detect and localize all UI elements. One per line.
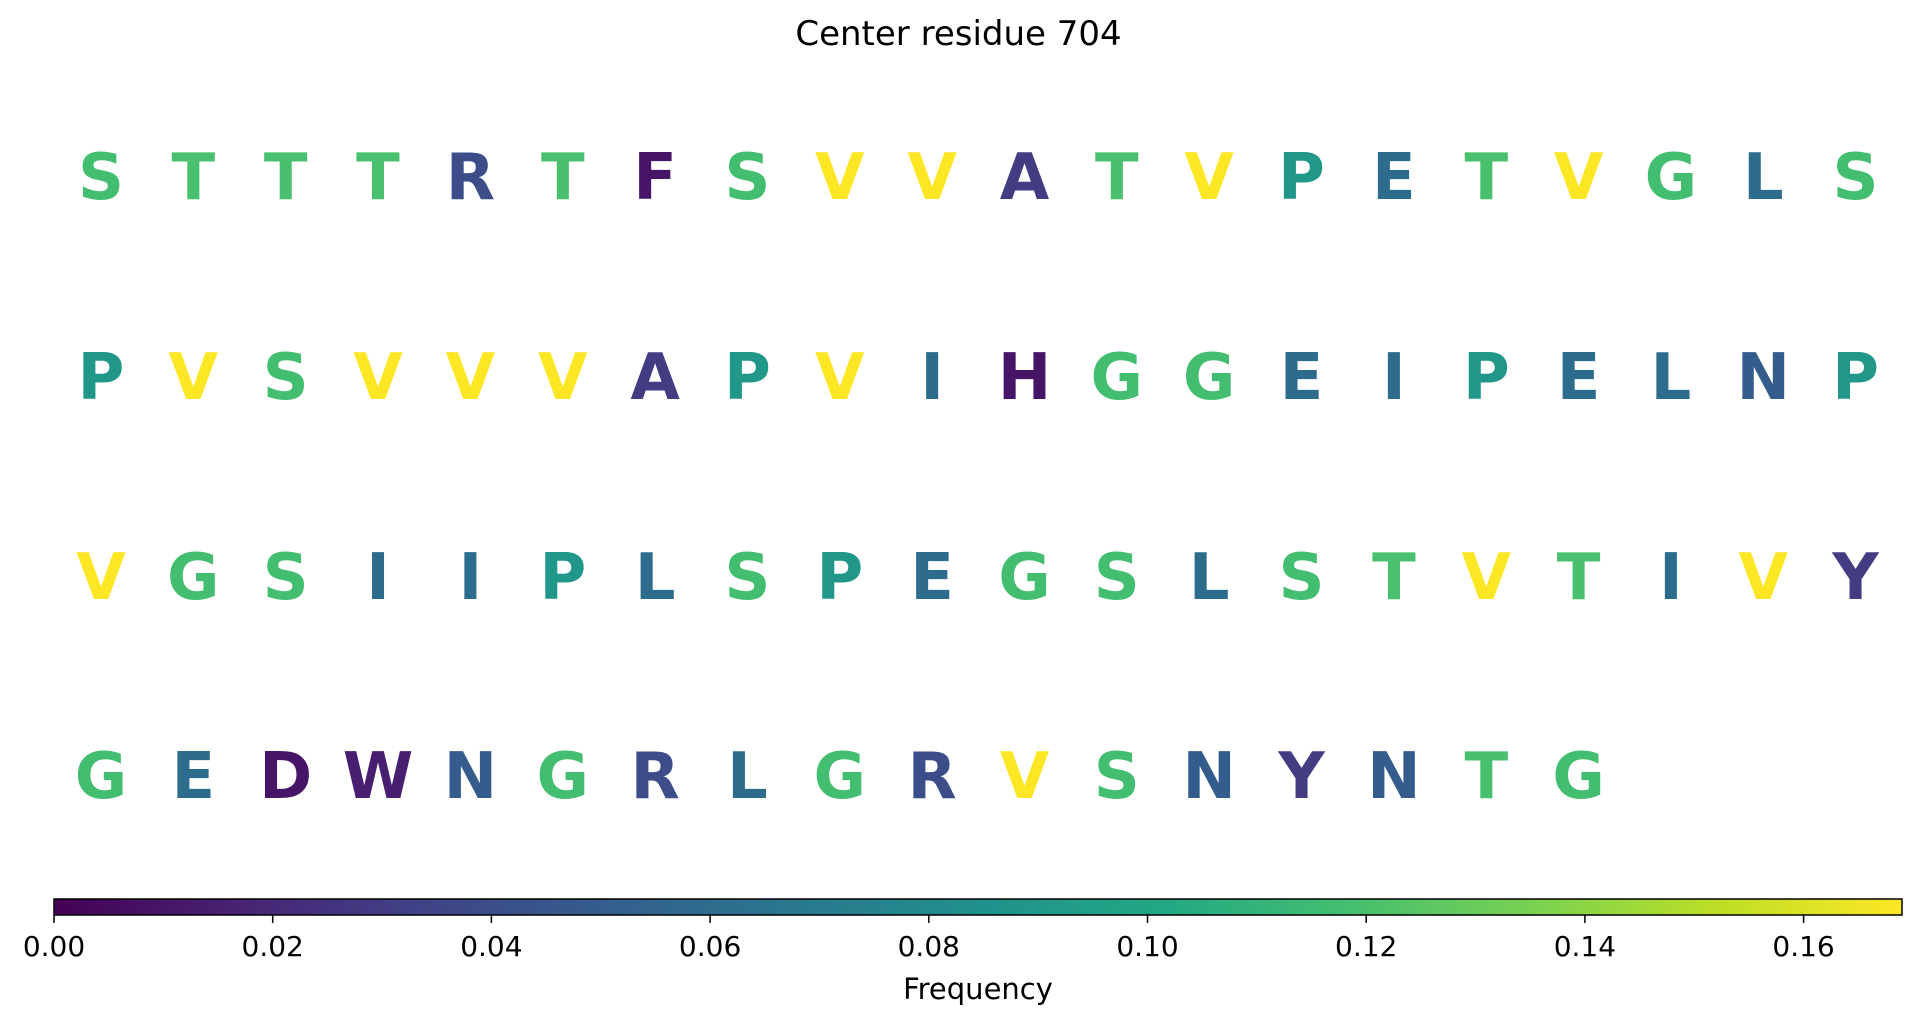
residue-letter: G	[814, 740, 867, 814]
residue-letter: D	[259, 740, 312, 814]
colorbar-tick-label: 0.12	[1335, 930, 1397, 963]
residue-letter: V	[538, 341, 588, 415]
residue-letter: L	[1189, 541, 1230, 615]
residue-letter: V	[1462, 541, 1512, 615]
residue-letter: L	[1651, 341, 1692, 415]
residue-letter: I	[1382, 341, 1406, 415]
residue-letter: V	[1000, 740, 1050, 814]
residue-letter: Y	[1831, 541, 1879, 615]
residue-letter: P	[724, 341, 771, 415]
residue-letter: T	[1557, 541, 1601, 615]
residue-letter: H	[998, 341, 1052, 415]
residue-letter: P	[1832, 341, 1879, 415]
colorbar-tick-label: 0.16	[1772, 930, 1834, 963]
residue-letter: S	[724, 541, 770, 615]
colorbar-tick-label: 0.10	[1116, 930, 1178, 963]
residue-letter: T	[1464, 141, 1508, 215]
residue-letter: T	[1372, 541, 1416, 615]
residue-letter: W	[343, 740, 414, 814]
colorbar-tick-label: 0.14	[1554, 930, 1616, 963]
colorbar-tick-label: 0.00	[23, 930, 85, 963]
residue-letter: S	[78, 141, 124, 215]
residue-letter: I	[458, 541, 482, 615]
residue-letter: L	[1743, 141, 1784, 215]
colorbar-tick-label: 0.06	[679, 930, 741, 963]
residue-letter: E	[1280, 341, 1324, 415]
colorbar-tick-label: 0.02	[242, 930, 304, 963]
residue-letter: S	[1278, 541, 1324, 615]
residue-letter: V	[1554, 141, 1604, 215]
residue-letter: I	[366, 541, 390, 615]
residue-letter: N	[1182, 740, 1236, 814]
residue-letter: S	[1094, 740, 1140, 814]
residue-letter: S	[263, 341, 309, 415]
residue-letter: G	[75, 740, 128, 814]
residue-letter: R	[907, 740, 956, 814]
residue-letter: V	[76, 541, 126, 615]
residue-letter: V	[1739, 541, 1789, 615]
residue-letter: T	[171, 141, 215, 215]
residue-letter: G	[1552, 740, 1605, 814]
residue-letter: S	[1833, 141, 1879, 215]
colorbar	[53, 898, 1903, 916]
colorbar-tick-label: 0.04	[460, 930, 522, 963]
residue-letter: A	[1000, 141, 1050, 215]
residue-letter: N	[444, 740, 498, 814]
residue-letter: T	[1095, 141, 1139, 215]
residue-letter: G	[1645, 141, 1698, 215]
residue-letter: V	[815, 341, 865, 415]
residue-letter: G	[537, 740, 590, 814]
residue-letter: E	[1372, 141, 1416, 215]
residue-letter: V	[169, 341, 219, 415]
residue-letter: Y	[1277, 740, 1325, 814]
residue-letter: I	[1659, 541, 1683, 615]
residue-letter: G	[1183, 341, 1236, 415]
residue-letter: R	[446, 141, 495, 215]
residue-letter: L	[635, 541, 676, 615]
residue-letter: R	[630, 740, 679, 814]
residue-letter: E	[910, 541, 954, 615]
residue-letter: S	[263, 541, 309, 615]
residue-letter: P	[1278, 141, 1325, 215]
residue-letter: T	[541, 141, 585, 215]
residue-letter: T	[264, 141, 308, 215]
residue-letter: G	[1091, 341, 1144, 415]
residue-letter: V	[446, 341, 496, 415]
residue-letter: G	[167, 541, 220, 615]
residue-letter: V	[907, 141, 957, 215]
residue-letter: P	[78, 341, 125, 415]
residue-letter: N	[1367, 740, 1421, 814]
residue-letter: E	[1557, 341, 1601, 415]
residue-letter: G	[998, 541, 1051, 615]
residue-letter: S	[1094, 541, 1140, 615]
residue-letter: E	[171, 740, 215, 814]
residue-letter: P	[1463, 341, 1510, 415]
residue-letter: V	[353, 341, 403, 415]
residue-letter: N	[1737, 341, 1791, 415]
residue-letter: P	[539, 541, 586, 615]
residue-letter: I	[920, 341, 944, 415]
residue-letter: V	[815, 141, 865, 215]
residue-letter: L	[727, 740, 768, 814]
residue-letter: T	[1464, 740, 1508, 814]
residue-letter: F	[633, 141, 677, 215]
residue-letter: A	[630, 341, 680, 415]
residue-letter: S	[724, 141, 770, 215]
residue-letter: T	[356, 141, 400, 215]
chart-title: Center residue 704	[795, 14, 1122, 54]
colorbar-label: Frequency	[903, 972, 1053, 1006]
residue-letter: V	[1184, 141, 1234, 215]
colorbar-tick-label: 0.08	[898, 930, 960, 963]
residue-letter: P	[816, 541, 863, 615]
